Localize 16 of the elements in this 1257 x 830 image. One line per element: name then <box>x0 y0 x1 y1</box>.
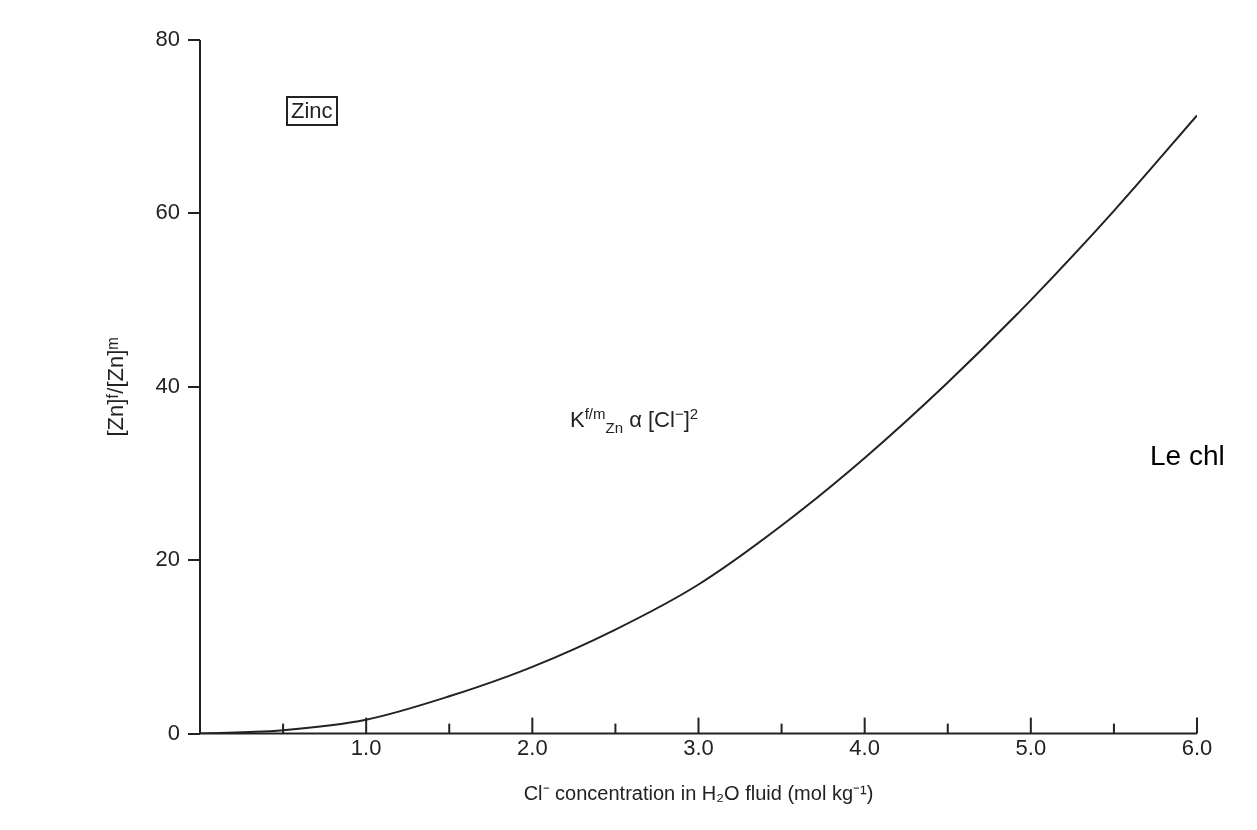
x-axis-title: Cl⁻ concentration in H₂O fluid (mol kg⁻¹) <box>523 781 874 804</box>
x-tick-label: 6.0 <box>1181 734 1213 760</box>
annotation: K$^{f/m}$$_{Zn}$ α [Cl$^{−}$]$^{2}$ <box>570 405 699 436</box>
y-axis-title: [Zn]ᶠ/[Zn]ᵐ <box>103 337 129 437</box>
annotation: Zinc <box>286 96 338 126</box>
x-tick-label: 3.0 <box>683 734 714 760</box>
y-tick-label: 60 <box>155 199 180 225</box>
y-tick-label: 80 <box>155 26 180 52</box>
y-tick-label: 0 <box>167 719 180 745</box>
y-tick-label: 40 <box>155 372 180 398</box>
x-tick-label: 4.0 <box>849 734 880 760</box>
annotation: Le chl <box>1150 440 1225 472</box>
x-tick-label: 1.0 <box>350 734 382 760</box>
y-tick-label: 20 <box>155 546 180 572</box>
x-tick-label: 2.0 <box>517 734 548 760</box>
x-tick-label: 5.0 <box>1015 734 1047 760</box>
